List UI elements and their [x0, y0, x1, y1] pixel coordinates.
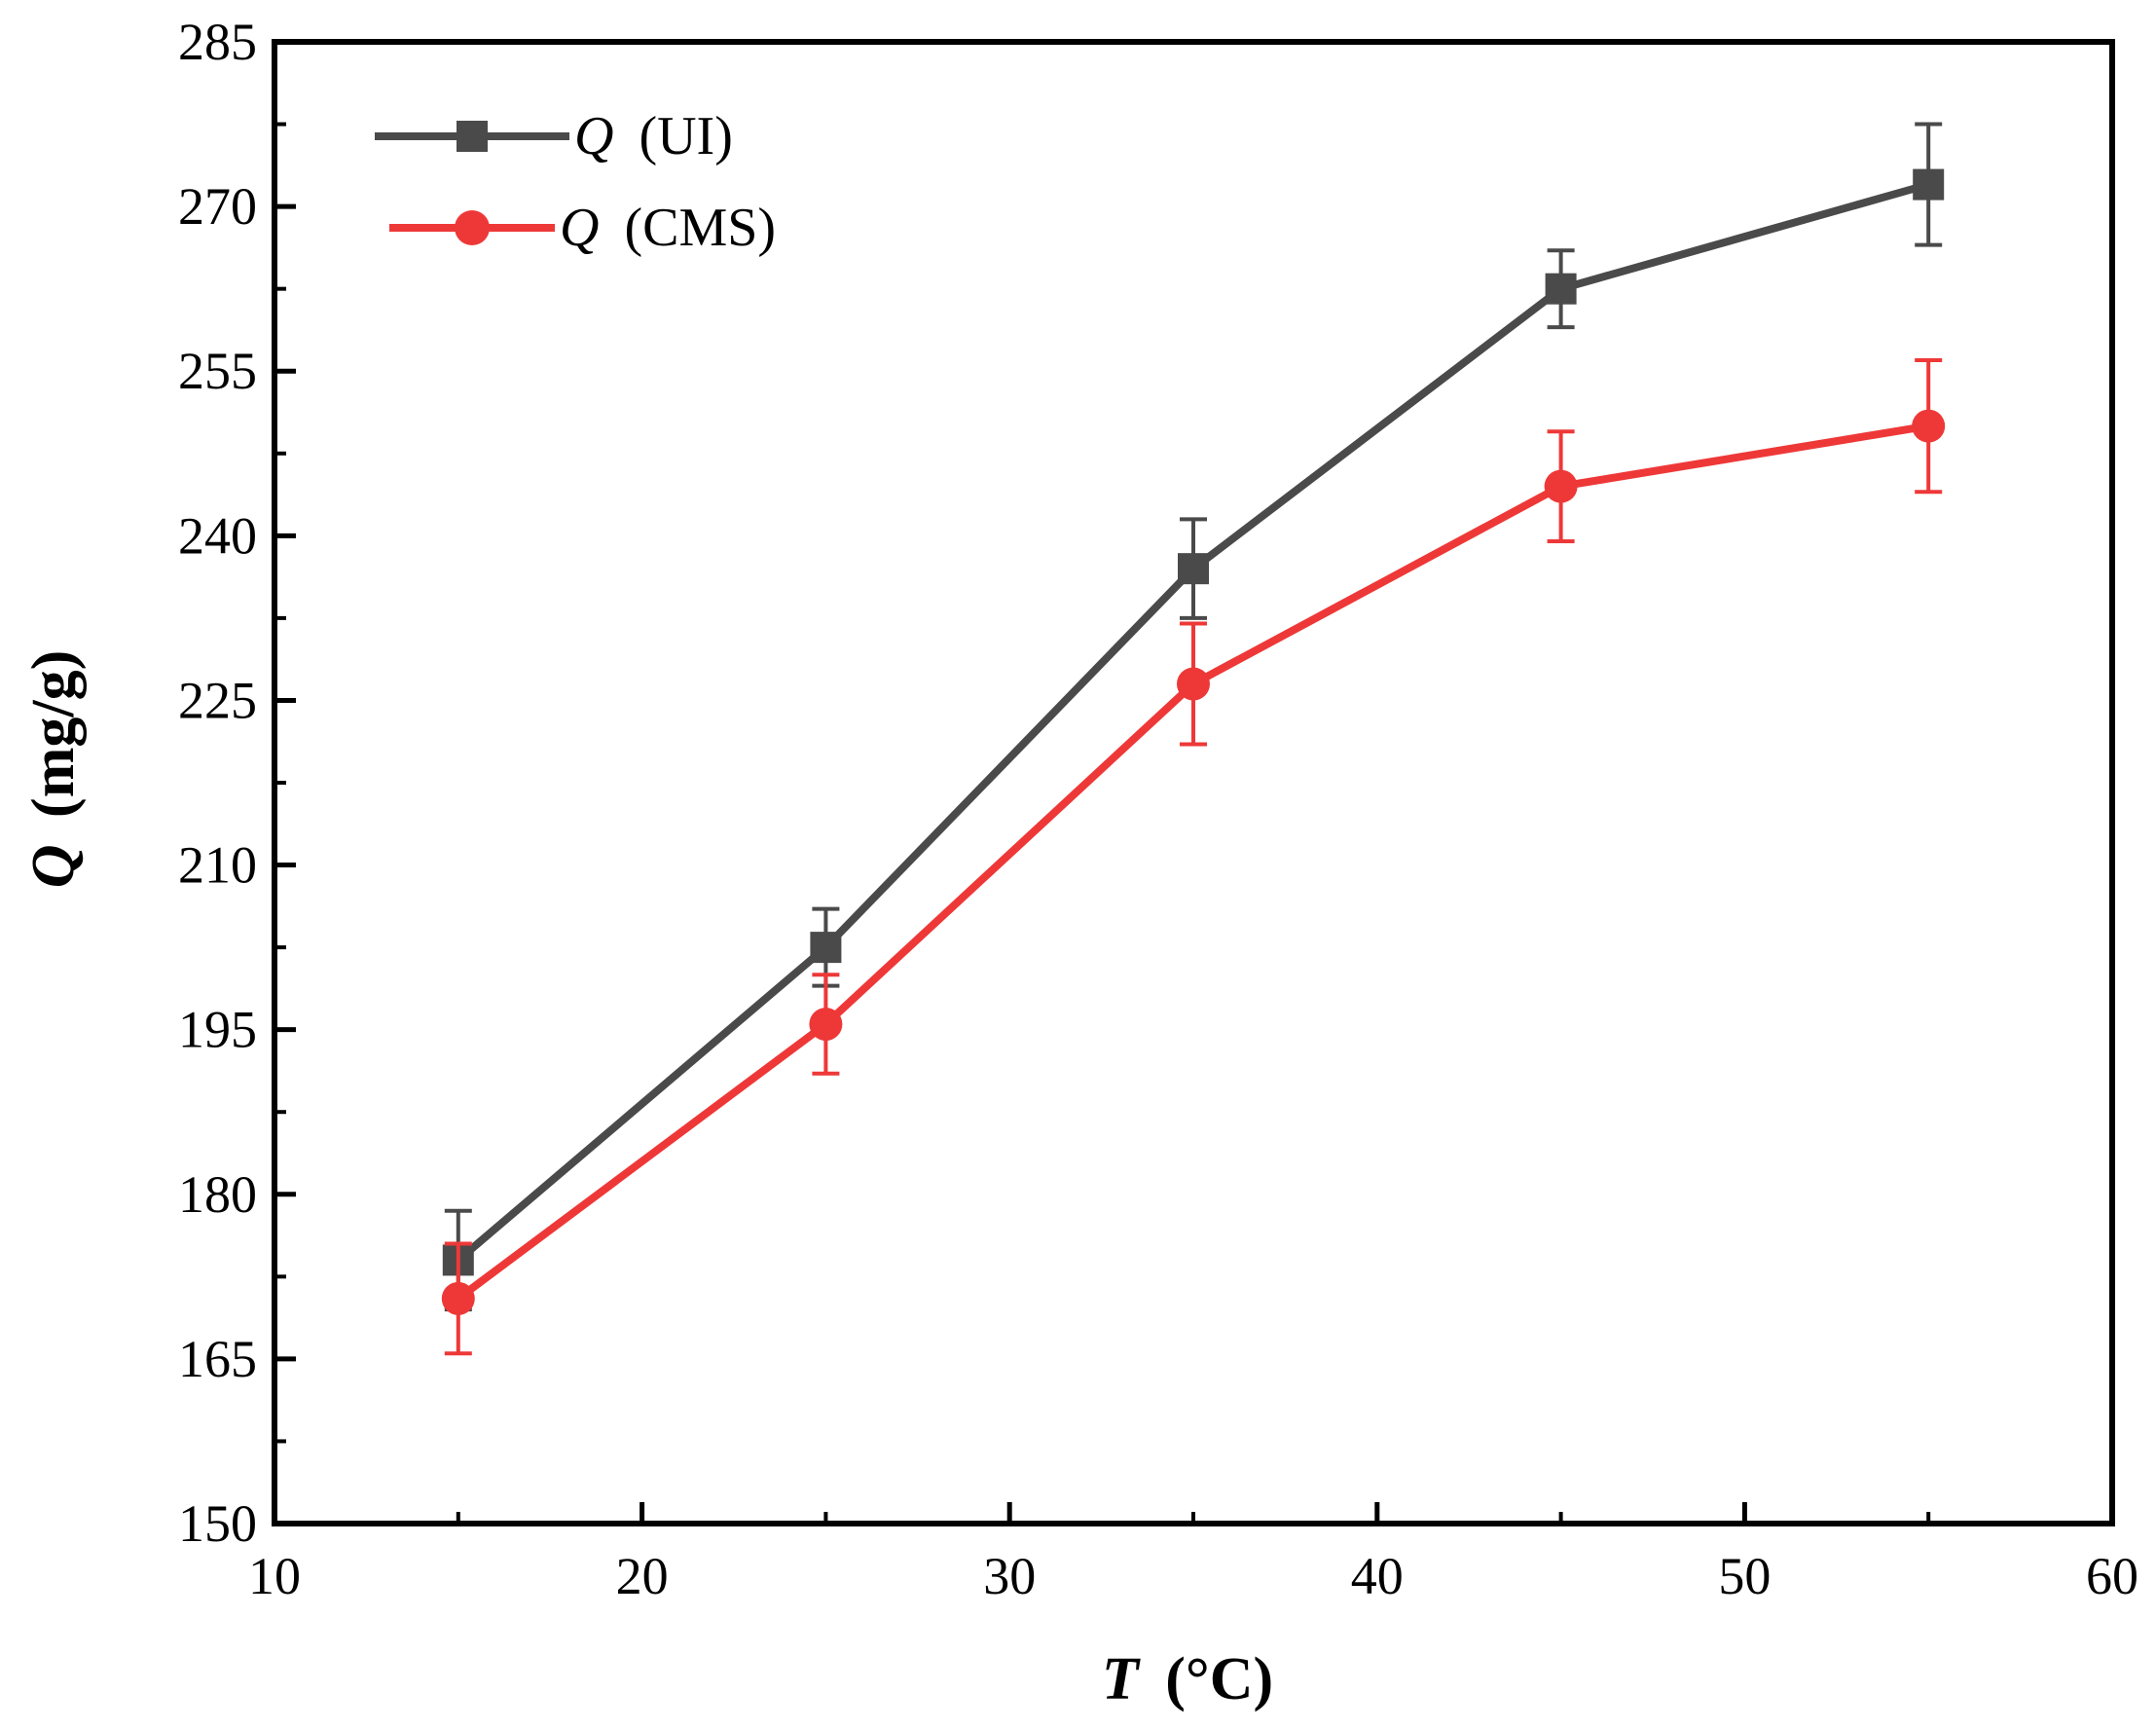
plot-area: [441, 122, 1946, 1356]
x-tick-label: 60: [2086, 1547, 2138, 1605]
x-axis-title-symbol: T: [1102, 1646, 1141, 1712]
series-ui: [442, 122, 1945, 1312]
x-tick-label: 50: [1718, 1547, 1771, 1605]
x-tick-label: 20: [616, 1547, 669, 1605]
data-point-cms: [809, 1008, 843, 1042]
data-point-ui: [1545, 273, 1577, 305]
plot-frame: [272, 39, 2115, 1526]
y-tick-label: 285: [178, 13, 257, 71]
data-point-cms: [1912, 409, 1946, 443]
legend-marker-cms: [455, 210, 490, 245]
y-axis-title-symbol: Q: [20, 844, 87, 888]
svg-text:Q (mg/g): Q (mg/g): [20, 650, 87, 888]
x-axis-title-unit: (°C): [1165, 1646, 1273, 1712]
svg-text:T (°C): T (°C): [1102, 1646, 1273, 1712]
y-tick-label: 180: [178, 1165, 257, 1224]
y-tick-label: 150: [178, 1494, 257, 1553]
x-tick-label: 30: [983, 1547, 1036, 1605]
y-axis-title: Q (mg/g): [20, 650, 87, 888]
y-tick-label: 225: [178, 671, 257, 729]
legend-label-cms-suffix: (CMS): [624, 198, 776, 258]
y-axis-title-unit: (mg/g): [20, 650, 87, 818]
y-tick-label: 240: [178, 506, 257, 565]
data-point-ui: [1178, 553, 1209, 585]
legend-label-ui-suffix: (UI): [639, 106, 732, 166]
legend-entry-ui: Q (UI): [375, 106, 733, 166]
legend-label-ui-symbol: Q: [574, 106, 613, 166]
legend-marker-ui: [457, 121, 488, 152]
legend: Q (UI) Q (CMS): [375, 106, 776, 258]
y-tick-label: 165: [178, 1330, 257, 1388]
series-cms: [441, 357, 1946, 1356]
data-point-cms: [1177, 667, 1210, 701]
x-axis-title: T (°C): [1102, 1646, 1273, 1712]
data-point-cms: [1544, 469, 1578, 503]
svg-text:Q (CMS): Q (CMS): [560, 198, 776, 258]
data-point-ui: [1913, 168, 1945, 201]
axis-ticks: [272, 39, 2115, 1526]
data-point-cms: [441, 1281, 475, 1315]
y-tick-label: 195: [178, 1001, 257, 1059]
y-tick-label: 270: [178, 177, 257, 236]
x-tick-label: 40: [1351, 1547, 1404, 1605]
svg-text:Q (UI): Q (UI): [574, 106, 733, 166]
x-tick-label: 10: [248, 1547, 301, 1605]
legend-label-cms-symbol: Q: [560, 198, 599, 258]
legend-entry-cms: Q (CMS): [389, 198, 776, 258]
tick-labels: 10 20 30 40 50 60 150 165 180 195 210 225 240 255 270 2…: [178, 13, 2138, 1605]
data-point-ui: [810, 932, 842, 964]
y-tick-label: 210: [178, 836, 257, 895]
y-tick-label: 255: [178, 342, 257, 400]
